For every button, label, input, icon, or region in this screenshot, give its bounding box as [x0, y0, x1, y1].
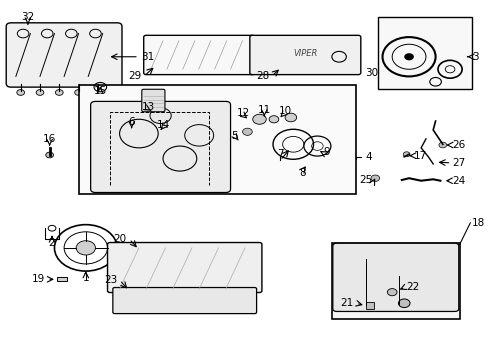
- Text: 5: 5: [231, 131, 237, 141]
- Circle shape: [94, 90, 102, 95]
- Circle shape: [36, 90, 44, 95]
- FancyBboxPatch shape: [142, 89, 164, 112]
- Circle shape: [252, 114, 265, 124]
- Text: 9: 9: [323, 147, 330, 157]
- Text: 24: 24: [451, 176, 465, 186]
- FancyBboxPatch shape: [107, 243, 262, 293]
- Text: 26: 26: [451, 140, 465, 150]
- Text: 32: 32: [21, 13, 35, 22]
- Bar: [331, 243, 459, 319]
- Text: 6: 6: [128, 117, 135, 127]
- Bar: [365, 302, 373, 309]
- Text: 28: 28: [255, 71, 268, 81]
- Text: 19: 19: [32, 274, 45, 284]
- FancyBboxPatch shape: [332, 243, 458, 311]
- Circle shape: [370, 175, 379, 181]
- Circle shape: [404, 53, 413, 60]
- Text: 15: 15: [94, 86, 107, 96]
- Text: 31: 31: [141, 52, 154, 62]
- Circle shape: [268, 116, 278, 123]
- Circle shape: [55, 90, 63, 95]
- Text: 13: 13: [142, 102, 155, 112]
- Circle shape: [76, 241, 95, 255]
- Text: VIPER: VIPER: [292, 49, 317, 58]
- Bar: [79, 85, 355, 194]
- Circle shape: [398, 299, 409, 307]
- Bar: [57, 277, 66, 282]
- Circle shape: [17, 90, 24, 95]
- FancyBboxPatch shape: [249, 35, 360, 75]
- Text: 27: 27: [451, 158, 465, 168]
- Circle shape: [285, 113, 296, 122]
- Circle shape: [386, 289, 396, 296]
- Circle shape: [403, 152, 409, 157]
- Circle shape: [139, 144, 153, 155]
- Text: 1: 1: [82, 273, 89, 283]
- Text: 29: 29: [128, 71, 141, 81]
- Text: 7: 7: [276, 149, 283, 159]
- Text: 10: 10: [278, 107, 291, 116]
- Text: 3: 3: [471, 52, 477, 62]
- FancyBboxPatch shape: [113, 288, 256, 314]
- Text: 21: 21: [340, 298, 353, 308]
- Text: 4: 4: [365, 152, 371, 162]
- FancyBboxPatch shape: [143, 35, 254, 75]
- Text: 14: 14: [156, 120, 169, 130]
- Text: 16: 16: [43, 134, 56, 144]
- Text: 11: 11: [257, 105, 270, 115]
- Text: 2: 2: [49, 238, 55, 248]
- FancyBboxPatch shape: [90, 102, 230, 193]
- Text: 8: 8: [299, 168, 305, 178]
- Circle shape: [150, 108, 171, 123]
- Text: 20: 20: [114, 234, 126, 244]
- Circle shape: [46, 152, 53, 158]
- Text: 23: 23: [104, 275, 117, 285]
- Text: 17: 17: [413, 151, 426, 161]
- Text: 18: 18: [471, 218, 484, 228]
- Circle shape: [242, 128, 252, 135]
- Circle shape: [75, 90, 82, 95]
- Bar: [377, 18, 471, 89]
- Text: 30: 30: [365, 68, 378, 78]
- Text: 22: 22: [406, 282, 419, 292]
- Text: 25: 25: [359, 175, 372, 185]
- Circle shape: [438, 142, 446, 148]
- FancyBboxPatch shape: [6, 23, 122, 87]
- Text: 12: 12: [237, 108, 250, 118]
